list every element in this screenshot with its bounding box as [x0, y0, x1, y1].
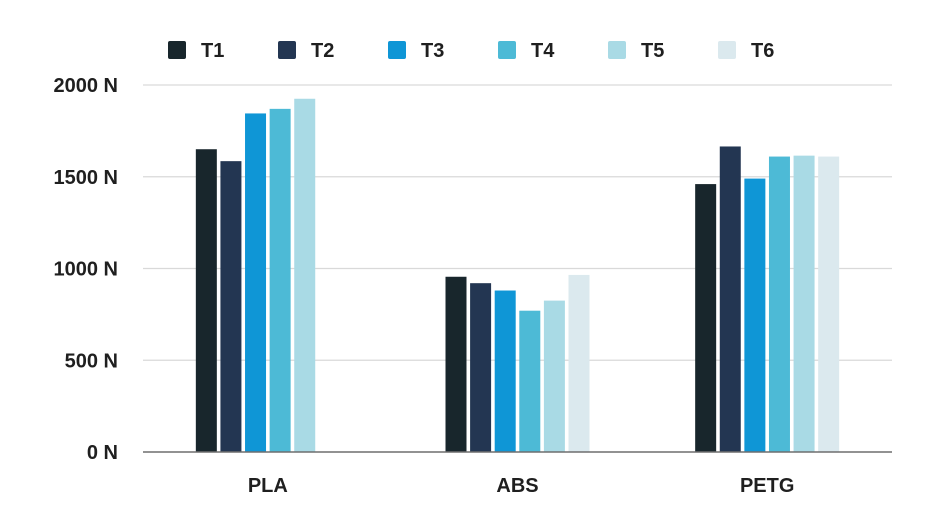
bar-abs-t1 [445, 276, 467, 452]
legend-swatch-t2 [278, 41, 296, 59]
bar-petg-t2 [719, 146, 741, 452]
y-tick-label: 0 N [87, 442, 118, 464]
legend: T1 T2 T3 T4 T5 T6 [168, 40, 774, 62]
bar-abs-t5 [543, 300, 565, 452]
y-tick-label: 1000 N [54, 259, 119, 281]
bar-pla-t4 [269, 108, 291, 452]
bar-pla-t3 [245, 113, 267, 452]
legend-swatch-t6 [718, 41, 736, 59]
bar-petg-t6 [818, 156, 840, 452]
legend-label: T6 [751, 40, 774, 62]
legend-label: T5 [641, 40, 664, 62]
y-tick-label: 500 N [65, 350, 118, 372]
legend-swatch-t5 [608, 41, 626, 59]
bar-abs-t3 [494, 290, 516, 452]
legend-label: T2 [311, 40, 334, 62]
x-axis-categories: PLA ABS PETG [248, 475, 795, 497]
y-tick-label: 2000 N [54, 75, 119, 97]
y-axis-ticks: 0 N 500 N 1000 N 1500 N 2000 N [54, 75, 119, 464]
x-category-label: PLA [248, 475, 288, 497]
legend-swatch-t3 [388, 41, 406, 59]
bar-pla-t2 [220, 161, 242, 452]
x-category-label: ABS [496, 475, 538, 497]
bar-petg-t4 [768, 156, 790, 452]
legend-swatch-t4 [498, 41, 516, 59]
legend-label: T3 [421, 40, 444, 62]
bar-abs-t6 [568, 274, 590, 452]
legend-label: T4 [531, 40, 555, 62]
bar-petg-t3 [744, 178, 766, 452]
bar-abs-t2 [470, 283, 492, 452]
x-category-label: PETG [740, 475, 794, 497]
bar-pla-t5 [294, 98, 316, 452]
bar-petg-t1 [695, 184, 717, 452]
grid-lines [143, 84, 892, 361]
bar-petg-t5 [793, 155, 815, 452]
bar-pla-t1 [195, 149, 217, 452]
legend-swatch-t1 [168, 41, 186, 59]
bar-abs-t4 [519, 310, 541, 452]
legend-label: T1 [201, 40, 224, 62]
y-tick-label: 1500 N [54, 167, 119, 189]
bars [195, 98, 840, 452]
